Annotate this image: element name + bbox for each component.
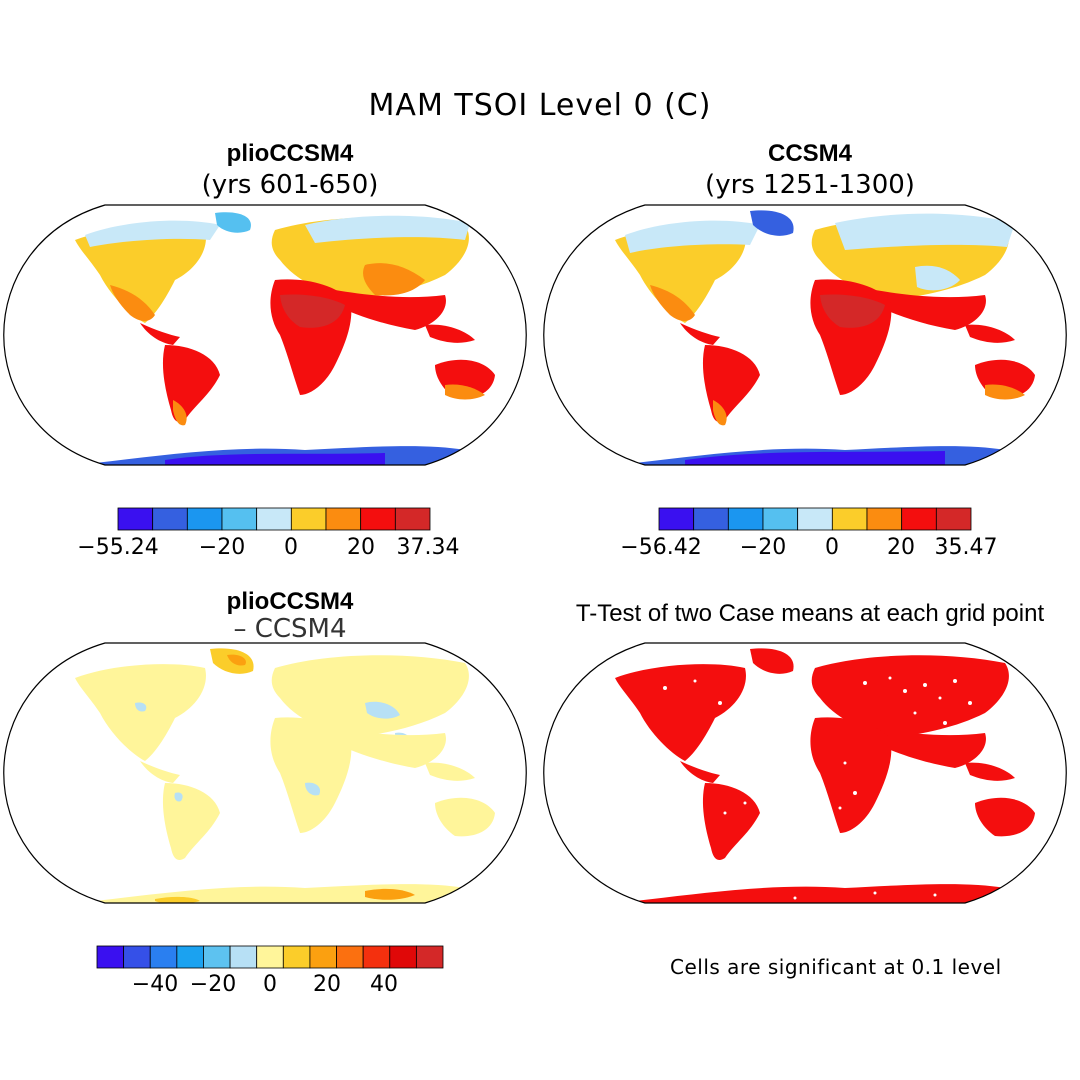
colorbar-swatch [221,507,258,531]
colorbar-top-right [658,507,972,531]
panel-title-bottom-right: T-Test of two Case means at each grid po… [575,600,1045,627]
colorbar-swatch [325,507,362,531]
colorbar-tick-label: −20 [739,535,787,560]
colorbar-tick-label: −40 [131,972,179,997]
colorbar-tick-label: −20 [198,535,246,560]
colorbar-tick-label: 35.47 [934,535,998,560]
colorbar-swatch [256,507,292,531]
figure-title: MAM TSOI Level 0 (C) [368,88,712,123]
colorbar-swatch [336,945,364,969]
panel-title-top-right: CCSM4 [767,140,852,167]
map-bottom-left [3,642,527,904]
colorbar-top-left [117,507,431,531]
colorbar-swatch [117,507,154,531]
colorbar-swatch [866,507,903,531]
colorbar-swatch [282,945,311,969]
colorbar-swatch [831,507,868,531]
colorbar-swatch [658,507,695,531]
map-top-right [543,204,1067,466]
colorbar-swatch [309,945,337,969]
colorbar-tick-label: 0 [263,972,277,997]
colorbar-tick-label: 20 [313,972,341,997]
colorbar-swatch [176,945,204,969]
panel-subtitle-top-right: (yrs 1251-1300) [705,170,915,200]
colorbar-tick-label: 0 [284,535,298,560]
panel-title-bottom-left: plioCCSM4 [226,588,354,615]
colorbar-swatch [152,507,188,531]
colorbar-swatch [256,945,284,969]
colorbar-swatch [389,945,417,969]
colorbar-swatch [362,945,391,969]
colorbar-swatch [727,507,764,531]
colorbar-swatch [186,507,223,531]
colorbar-tick-label: 37.34 [396,535,460,560]
colorbar-tick-label: −20 [189,972,237,997]
colorbar-swatch [935,507,972,531]
colorbar-tick-label: −55.24 [77,535,159,560]
colorbar-swatch [290,507,327,531]
panel-subtitle-bottom-left: – CCSM4 [233,614,347,644]
colorbar-swatch [123,945,151,969]
colorbar-tick-label: 20 [347,535,375,560]
colorbar-swatch [149,945,178,969]
colorbar-swatch [797,507,833,531]
colorbar-swatch [415,945,444,969]
colorbar-tick-label: −56.42 [620,535,702,560]
colorbar-tick-label: 0 [825,535,839,560]
colorbar-swatch [693,507,729,531]
colorbar-swatch [762,507,799,531]
map-bottom-right [543,642,1067,904]
colorbar-swatch [901,507,937,531]
colorbar-tick-label: 40 [370,972,398,997]
panel-title-top-left: plioCCSM4 [226,140,354,167]
colorbar-tick-label: 20 [887,535,915,560]
significance-note: Cells are significant at 0.1 level [670,955,1002,979]
colorbar-swatch [96,945,125,969]
colorbar-bottom-left [96,945,444,969]
colorbar-swatch [203,945,231,969]
colorbar-swatch [394,507,431,531]
map-top-left [3,204,527,466]
colorbar-swatch [229,945,258,969]
colorbar-swatch [360,507,396,531]
panel-subtitle-top-left: (yrs 601-650) [201,170,379,200]
